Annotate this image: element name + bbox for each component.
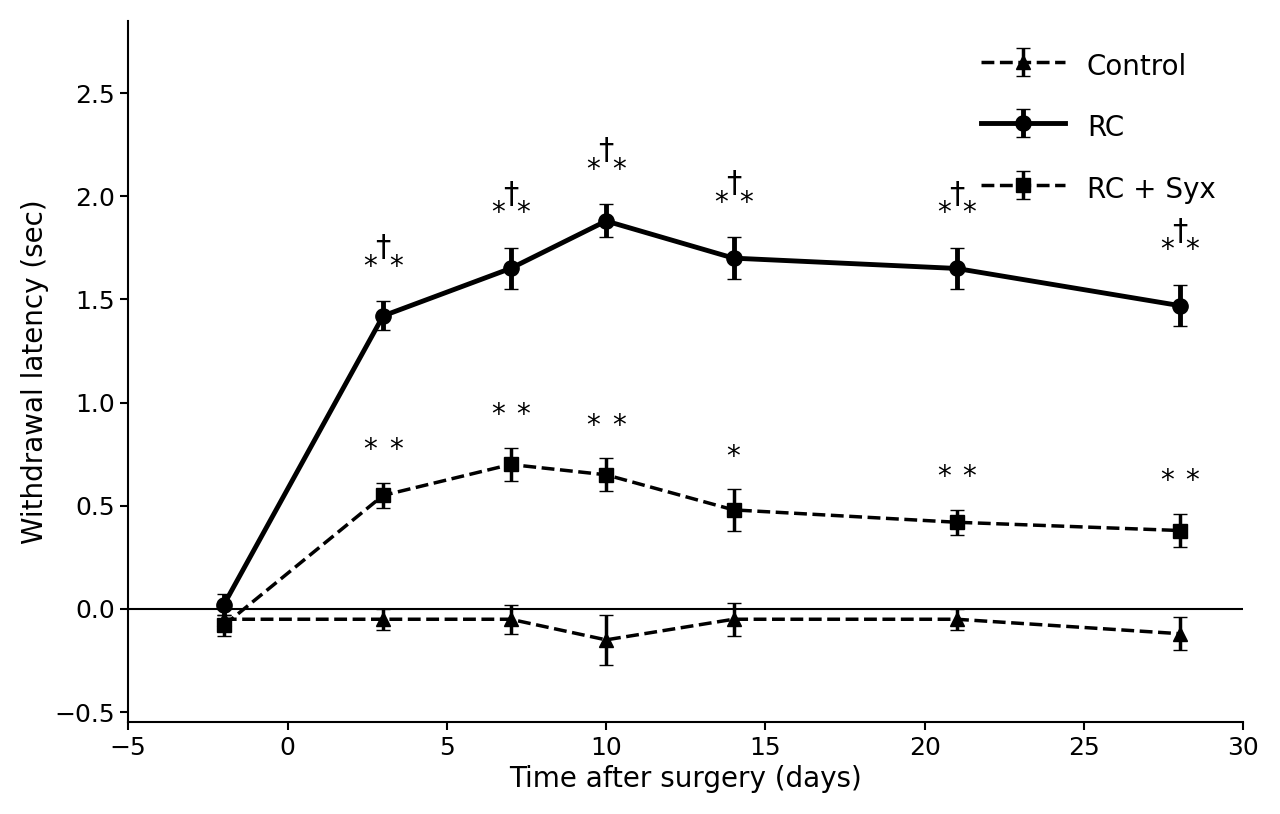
Text: †: † (503, 180, 518, 208)
Text: *: * (740, 189, 753, 217)
Text: *: * (516, 199, 530, 227)
Text: †: † (948, 180, 964, 208)
Text: *: * (937, 463, 951, 492)
Y-axis label: Withdrawal latency (sec): Withdrawal latency (sec) (20, 199, 49, 544)
Text: *: * (963, 463, 977, 492)
Text: *: * (364, 253, 378, 281)
Text: *: * (389, 253, 403, 281)
Text: *: * (1160, 467, 1174, 496)
Text: *: * (492, 401, 504, 430)
Text: †: † (726, 169, 741, 199)
Text: †: † (599, 136, 613, 165)
Text: *: * (516, 401, 530, 430)
Legend: Control, RC, RC + Syx: Control, RC, RC + Syx (968, 35, 1229, 220)
Text: *: * (1185, 236, 1199, 265)
Text: †: † (375, 234, 390, 262)
Text: *: * (963, 199, 977, 227)
Text: *: * (586, 155, 600, 184)
Text: *: * (389, 436, 403, 465)
Text: †: † (1172, 217, 1187, 246)
Text: *: * (1185, 467, 1199, 496)
Text: *: * (612, 412, 626, 440)
Text: *: * (1160, 236, 1174, 265)
Text: *: * (612, 155, 626, 184)
Text: *: * (714, 189, 727, 217)
Text: *: * (937, 199, 951, 227)
Text: *: * (586, 412, 600, 440)
X-axis label: Time after surgery (days): Time after surgery (days) (509, 765, 863, 793)
Text: *: * (492, 199, 504, 227)
Text: *: * (727, 443, 740, 470)
Text: *: * (364, 436, 378, 465)
